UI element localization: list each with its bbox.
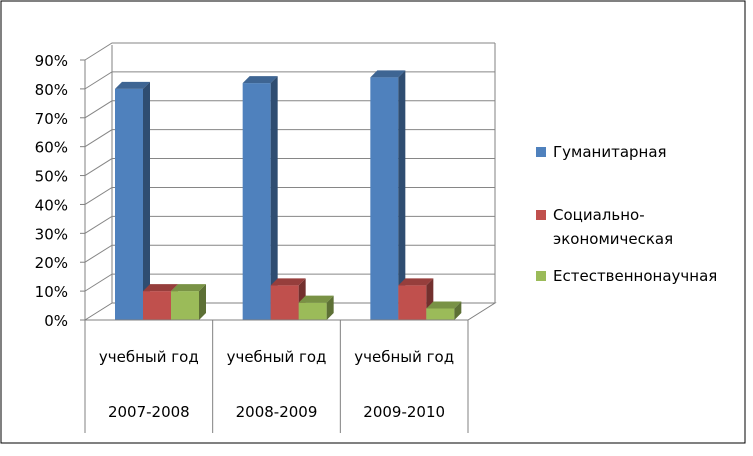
bar-top — [298, 295, 334, 303]
category-label-line2: 2007-2008 — [108, 403, 190, 421]
bar — [370, 70, 406, 320]
bar-front — [270, 285, 299, 320]
legend-swatch — [536, 210, 546, 220]
bar-front — [115, 88, 143, 320]
bar-top — [370, 70, 406, 78]
gridlines — [84, 42, 495, 292]
y-tick-label: 70% — [35, 110, 68, 128]
bar-side — [454, 301, 462, 320]
y-tick-label: 0% — [44, 312, 68, 330]
bar-top — [270, 278, 306, 286]
bar-front — [298, 302, 327, 320]
bar-side — [143, 81, 150, 320]
bar — [426, 301, 462, 320]
bar-front — [171, 291, 199, 320]
bar — [143, 284, 178, 320]
bar-top — [426, 301, 462, 309]
y-tick-label: 90% — [35, 52, 68, 70]
gridline — [84, 186, 495, 205]
category-table: учебный год 2007-2008 учебный год 2008-2009… — [84, 319, 469, 433]
bar-front — [242, 83, 271, 320]
category-label-line2: 2009-2010 — [363, 403, 445, 421]
category-label-line1: учебный год — [99, 348, 199, 366]
bar-side — [398, 70, 406, 320]
bars — [115, 70, 462, 320]
bar-top — [398, 278, 434, 286]
bar-top — [171, 284, 206, 292]
legend: Гуманитарная Социально-экономическая Естес… — [536, 143, 717, 285]
bar-top — [115, 81, 150, 89]
y-tick-label: 10% — [35, 283, 68, 301]
bar-side — [326, 295, 334, 320]
legend-entry: Социально-экономическая — [536, 206, 673, 248]
gridline — [84, 100, 495, 119]
legend-swatch — [536, 271, 546, 281]
legend-label: экономическая — [553, 230, 673, 248]
legend-entry: Гуманитарная — [536, 143, 667, 161]
y-tick-label: 60% — [35, 139, 68, 157]
legend-label: Социально- — [553, 206, 645, 224]
y-tick-label: 50% — [35, 168, 68, 186]
category-label-line1: учебный год — [227, 348, 327, 366]
bar — [398, 278, 434, 320]
gridline — [84, 273, 495, 292]
bar-top — [143, 284, 178, 292]
gridline — [84, 71, 495, 90]
gridline — [84, 42, 495, 61]
y-tick-label: 30% — [35, 225, 68, 243]
category-label-line1: учебный год — [354, 348, 454, 366]
y-tick-label: 80% — [35, 81, 68, 99]
gridline — [84, 215, 495, 234]
bar-front — [426, 308, 455, 320]
bar-front — [143, 291, 171, 320]
bar-side — [270, 76, 278, 320]
bar-side — [199, 284, 206, 320]
bar — [115, 81, 150, 320]
legend-label: Естественнонаучная — [553, 267, 717, 285]
gridline — [84, 129, 495, 148]
bar — [171, 284, 206, 320]
bar-top — [242, 76, 278, 84]
y-tick-label: 40% — [35, 196, 68, 214]
bar-front — [398, 285, 427, 320]
gridline — [84, 158, 495, 176]
y-tick-label: 20% — [35, 254, 68, 272]
bar — [298, 295, 334, 320]
bar-front — [370, 77, 399, 320]
y-axis-ticks: 0% 10% 20% 30% 40% 50% 60% 70% 80% 90% — [35, 52, 86, 330]
legend-swatch — [536, 147, 546, 157]
category-label-line2: 2008-2009 — [236, 403, 318, 421]
legend-entry: Естественнонаучная — [536, 267, 717, 285]
legend-label: Гуманитарная — [553, 143, 667, 161]
bar — [242, 76, 278, 320]
gridline — [84, 244, 495, 263]
